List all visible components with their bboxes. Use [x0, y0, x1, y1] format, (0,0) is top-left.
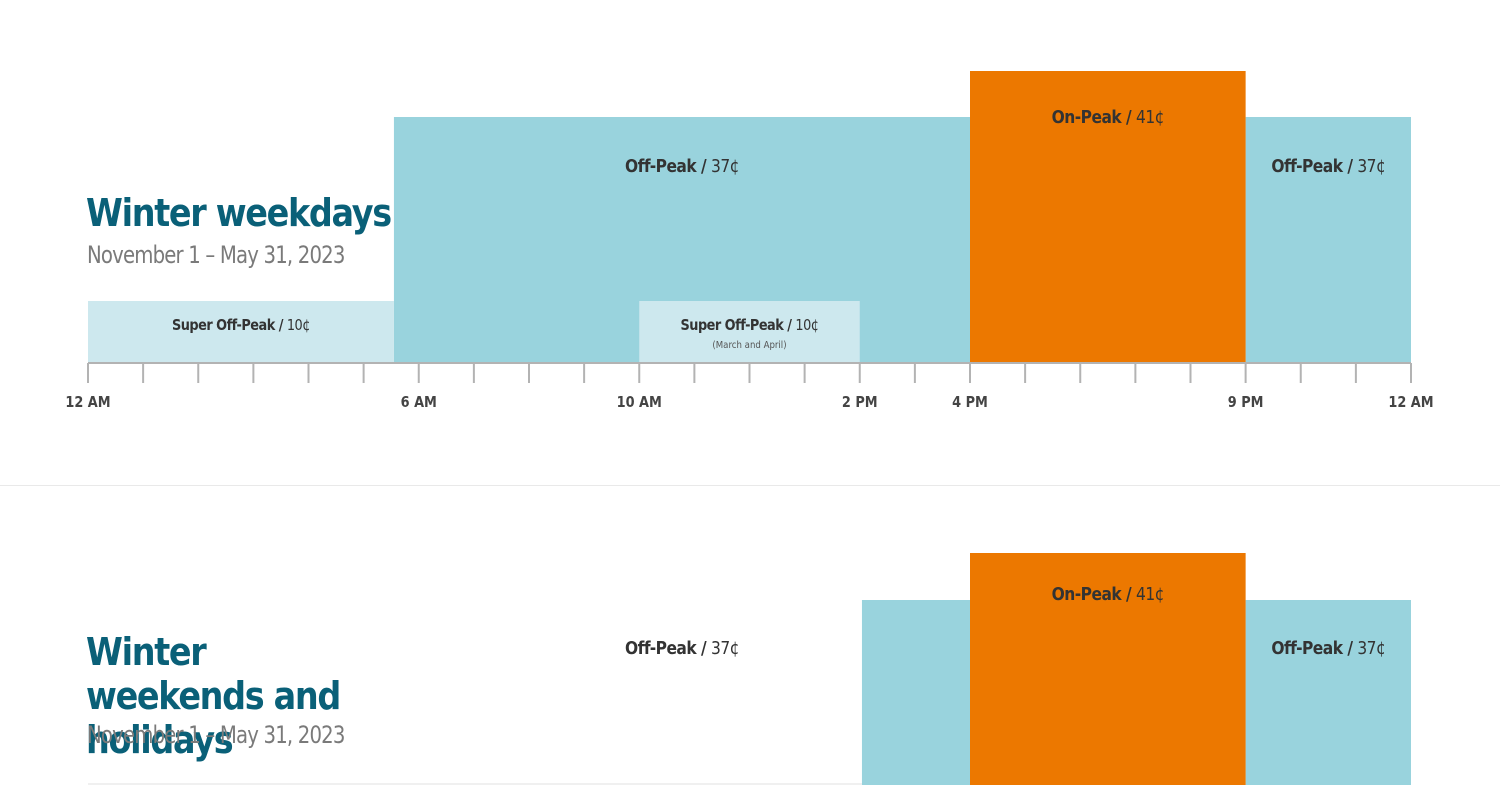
weekend-period-2-off-peak-bar [1245, 600, 1411, 785]
period-2-super-off-peak-name: Super Off-Peak / [681, 317, 796, 334]
weekend-period-2-off-peak-label: Off-Peak / 37¢ [1271, 637, 1385, 658]
x-tick-label: 4 PM [952, 394, 988, 411]
x-tick-label: 2 PM [842, 394, 878, 411]
weekend-period-0-off-peak-price: 37¢ [711, 637, 739, 658]
weekend-period-0-off-peak-label: Off-Peak / 37¢ [625, 637, 739, 658]
winter-weekdays-title: Winter weekdays [86, 191, 392, 235]
winter-weekdays-subtitle: November 1 – May 31, 2023 [87, 241, 345, 269]
period-0-super-off-peak-bar [88, 301, 394, 363]
section-divider [0, 485, 1500, 486]
period-2-super-off-peak-bar [639, 301, 860, 363]
winter-weekends-panel: Winter weekends and holidays November 1 … [0, 486, 1500, 785]
x-tick-label: 12 AM [1388, 394, 1433, 411]
winter-weekdays-chart: Super Off-Peak / 10¢ Off-Peak / 37¢ Super … [65, 71, 1434, 411]
period-2-super-off-peak-price: 10¢ [795, 317, 818, 334]
weekend-period-2-off-peak-price: 37¢ [1357, 637, 1385, 658]
weekend-period-2-off-peak-name: Off-Peak / [1271, 637, 1357, 658]
weekend-period-0-off-peak-bar [861, 600, 970, 785]
winter-weekends-title: Winter weekends and holidays [86, 630, 341, 762]
period-1-off-peak-name: Off-Peak / [625, 155, 711, 176]
x-tick-label: 6 AM [401, 394, 437, 411]
winter-weekends-chart: Off-Peak / 37¢ On-Peak / 41¢ Off-Peak / 37… [88, 553, 1411, 785]
weekend-period-1-on-peak-label: On-Peak / 41¢ [1052, 583, 1164, 604]
period-4-off-peak-bar [1245, 117, 1411, 363]
period-3-on-peak-name: On-Peak / [1052, 106, 1136, 127]
period-4-off-peak-label: Off-Peak / 37¢ [1271, 155, 1385, 176]
period-3-on-peak-label: On-Peak / 41¢ [1052, 106, 1164, 127]
weekend-period-1-on-peak-name: On-Peak / [1052, 583, 1136, 604]
period-3-on-peak-bar [970, 71, 1246, 363]
x-tick-label: 10 AM [617, 394, 662, 411]
period-2-super-off-peak-label: Super Off-Peak / 10¢ [681, 317, 819, 334]
period-0-super-off-peak-label: Super Off-Peak / 10¢ [172, 317, 310, 334]
period-0-super-off-peak-price: 10¢ [287, 317, 310, 334]
winter-weekdays-panel: Winter weekdays November 1 – May 31, 202… [65, 71, 1434, 411]
x-tick-label: 9 PM [1228, 394, 1264, 411]
winter-weekends-subtitle: November 1 – May 31, 2023 [87, 721, 345, 749]
period-3-on-peak-price: 41¢ [1136, 106, 1164, 127]
weekend-period-1-on-peak-price: 41¢ [1136, 583, 1164, 604]
period-0-super-off-peak-name: Super Off-Peak / [172, 317, 287, 334]
period-1-off-peak-price: 37¢ [711, 155, 739, 176]
x-tick-label: 12 AM [65, 394, 110, 411]
period-4-off-peak-price: 37¢ [1357, 155, 1385, 176]
period-4-off-peak-name: Off-Peak / [1271, 155, 1357, 176]
period-2-super-off-peak-note: (March and April) [712, 339, 786, 351]
weekend-period-0-off-peak-name: Off-Peak / [625, 637, 711, 658]
period-1-off-peak-label: Off-Peak / 37¢ [625, 155, 739, 176]
weekend-period-1-on-peak-bar [970, 553, 1246, 785]
